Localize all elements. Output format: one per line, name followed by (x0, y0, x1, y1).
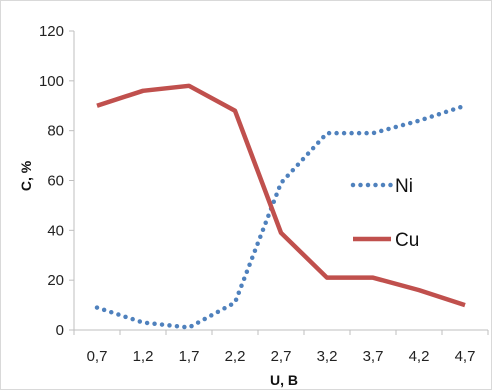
x-axis-title: U, B (270, 372, 298, 388)
legend-label-cu: Cu (395, 230, 419, 251)
x-tick-label: 3,2 (317, 348, 338, 365)
x-tick-label: 4,7 (455, 348, 476, 365)
x-tick-label: 2,7 (271, 348, 292, 365)
x-tick-label: 2,2 (225, 348, 246, 365)
y-tick-label: 60 (47, 173, 64, 190)
series-line-cu (96, 83, 466, 308)
y-tick-label: 20 (47, 272, 64, 289)
x-tick-label: 1,7 (179, 348, 200, 365)
legend-label-ni: Ni (395, 176, 413, 197)
y-tick-label: 100 (39, 73, 64, 90)
x-tick-label: 3,7 (363, 348, 384, 365)
y-tick-label: 80 (47, 123, 64, 140)
series-layer (94, 83, 468, 330)
y-tick-label: 0 (56, 322, 64, 339)
y-tick-label: 120 (39, 23, 64, 40)
x-tick-label: 0,7 (87, 348, 108, 365)
axes: 0 20 40 60 80 100 120 0,7 1,2 1,7 2,2 2,7 3,2 3,7 4,2 4… (39, 23, 489, 365)
x-tick-label: 1,2 (133, 348, 154, 365)
legend: Ni Cu (350, 176, 419, 251)
y-tick-label: 40 (47, 222, 64, 239)
y-axis-title: C, % (18, 160, 34, 191)
series-line-ni (94, 103, 468, 330)
x-tick-label: 4,2 (409, 348, 430, 365)
